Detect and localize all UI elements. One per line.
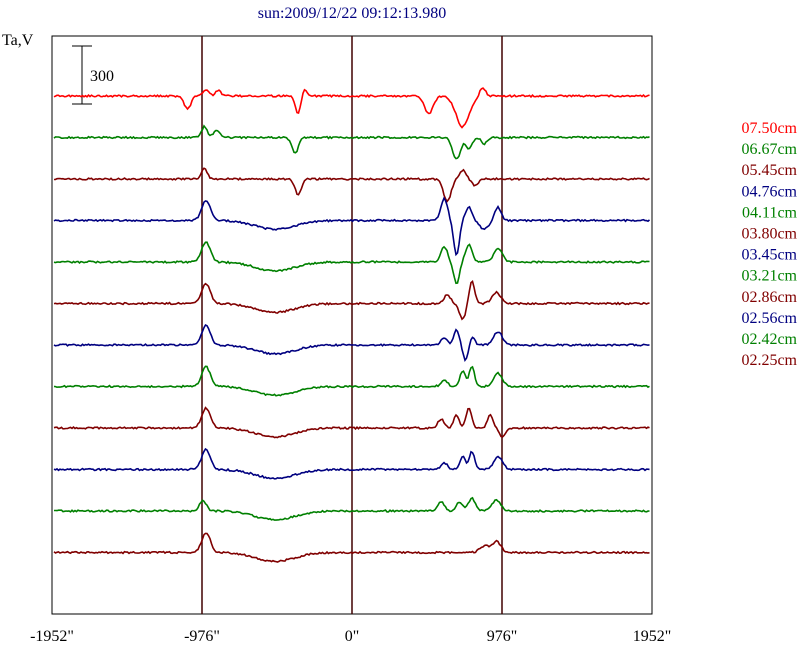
legend: 07.50cm 06.67cm 05.45cm 04.76cm 04.11cm 03.80… — [741, 120, 797, 369]
x-tick-labels: -1952" -976" 0" 976" 1952" — [30, 628, 671, 645]
trace-03.80cm — [53, 279, 650, 321]
legend-entry: 02.25cm — [741, 352, 797, 369]
x-tick-label: -976" — [184, 628, 220, 645]
trace-02.86cm — [53, 406, 650, 439]
x-tick-label: 976" — [487, 628, 518, 645]
trace-07.50cm — [53, 87, 650, 129]
trace-03.45cm — [53, 323, 650, 362]
trace-06.67cm — [53, 124, 650, 160]
trace-04.11cm — [53, 241, 650, 285]
x-tick-label: 0" — [345, 628, 360, 645]
legend-entry: 05.45cm — [741, 162, 797, 179]
chart-title: sun:2009/12/22 09:12:13.980 — [258, 5, 446, 22]
legend-entry: 06.67cm — [741, 141, 797, 158]
scale-bar-label: 300 — [90, 68, 114, 85]
x-tick-label: -1952" — [30, 628, 74, 645]
x-tick-label: 1952" — [633, 628, 672, 645]
legend-entry: 03.21cm — [741, 268, 797, 285]
legend-entry: 07.50cm — [741, 120, 797, 137]
legend-entry: 02.56cm — [741, 310, 797, 327]
trace-04.76cm — [53, 196, 651, 257]
trace-02.42cm — [54, 496, 650, 521]
scale-bar: 300 — [72, 45, 114, 105]
legend-entry: 04.11cm — [742, 204, 797, 221]
legend-entry: 03.45cm — [741, 247, 797, 264]
legend-entry: 02.42cm — [741, 331, 797, 348]
legend-entry: 04.76cm — [741, 183, 797, 200]
trace-02.56cm — [53, 447, 650, 480]
vertical-markers — [201, 36, 503, 614]
traces — [53, 87, 651, 563]
trace-02.25cm — [53, 532, 650, 563]
y-axis-label: Ta,V — [2, 32, 34, 49]
trace-05.45cm — [53, 167, 650, 203]
legend-entry: 02.86cm — [741, 289, 797, 306]
legend-entry: 03.80cm — [741, 226, 797, 243]
trace-03.21cm — [53, 365, 650, 397]
